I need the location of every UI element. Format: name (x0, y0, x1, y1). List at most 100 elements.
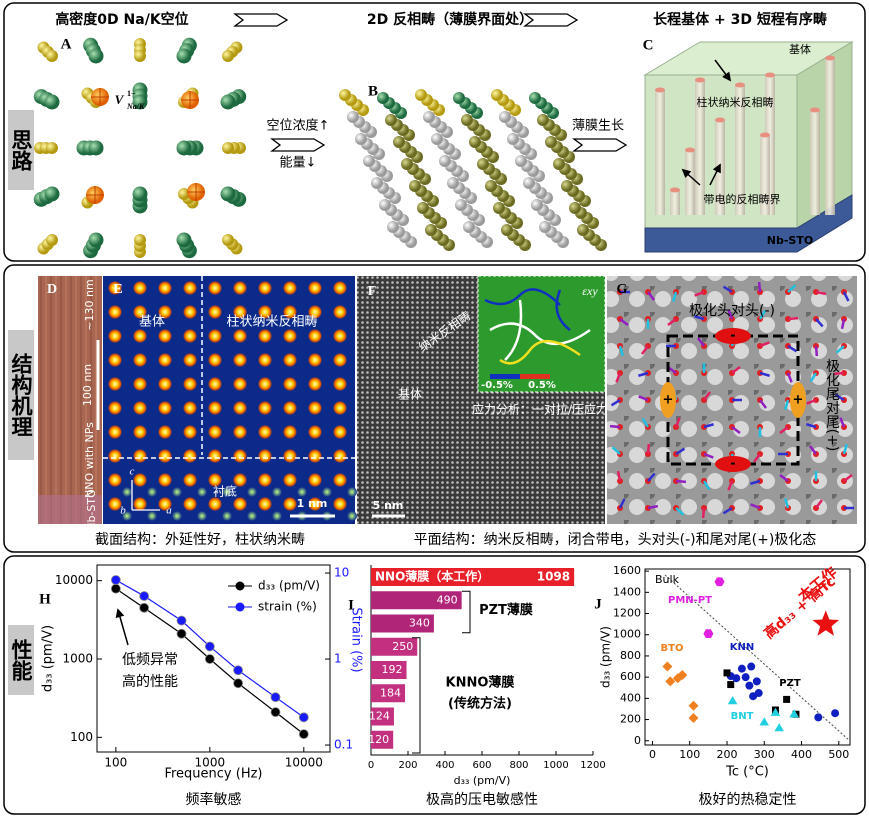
y-tick-label: 10000 (55, 573, 93, 587)
atom-column (108, 329, 122, 343)
caption: 平面结构：纳米反相畴，闭合带电，头对头(-)和尾对尾(+)极化态 (414, 532, 817, 548)
atom-column (158, 449, 172, 463)
polar-vector (806, 423, 817, 429)
panel-label: Nb-STO (767, 234, 813, 247)
atom (379, 199, 391, 211)
panel-label: 100 nm (81, 364, 94, 406)
polar-vector (842, 291, 850, 302)
atom-column (147, 487, 157, 497)
y-tick-label: 1600 (613, 564, 641, 577)
polar-vector (786, 372, 793, 383)
atom-column (233, 473, 247, 487)
image-texture (75, 276, 77, 524)
y-tick-label: 800 (620, 649, 641, 662)
atom (44, 186, 60, 202)
atom-column (208, 449, 222, 463)
atom-column (233, 377, 247, 391)
atom (46, 234, 58, 246)
atom (355, 133, 367, 145)
value-label: 1098 (537, 570, 570, 584)
atom-column (247, 487, 257, 497)
strain-feature (499, 340, 581, 365)
atom-column (147, 511, 157, 521)
x-tick-label: 200 (398, 760, 417, 771)
charge-sign: - (730, 329, 735, 344)
polar-vector (839, 417, 846, 428)
polar-vector (787, 316, 799, 321)
panel-letter: H (39, 591, 51, 607)
atom-column (283, 377, 297, 391)
x-tick-label: 400 (435, 760, 454, 771)
y-tick-label: 1400 (613, 585, 641, 598)
polar-vector (672, 291, 678, 302)
nano-column (695, 80, 705, 215)
data-point (176, 615, 187, 626)
atom-column (233, 353, 247, 367)
panel-label: 1 nm (297, 497, 328, 510)
polar-vector (619, 318, 629, 327)
atom-column (258, 401, 272, 415)
polar-vector (674, 417, 681, 428)
atom-column (333, 497, 347, 511)
vacancy-sup: 1− (127, 89, 136, 98)
data-point (754, 689, 763, 698)
data-point (662, 661, 673, 672)
atom (553, 158, 565, 170)
atom-column (183, 401, 197, 415)
atom-column (347, 487, 357, 497)
charge-spot (790, 382, 806, 418)
polar-vector (611, 446, 621, 455)
image-texture (95, 276, 97, 524)
step-label: 能量↓ (280, 156, 317, 171)
atom-column (258, 449, 272, 463)
data-point (812, 610, 840, 636)
data-point (727, 681, 735, 689)
atom-column (183, 449, 197, 463)
x-tick-label: 500 (828, 748, 849, 761)
polar-vector (784, 498, 790, 509)
atom (463, 221, 475, 233)
column-top (655, 87, 665, 93)
atom (561, 180, 573, 192)
x-axis-title: Frequency (Hz) (164, 767, 262, 782)
polar-vector (701, 507, 706, 519)
data-point (298, 712, 309, 723)
caption: 极好的热稳定性 (699, 792, 797, 808)
panel-label: 基体 (789, 42, 811, 56)
atom (531, 199, 543, 211)
pointer-arrow (714, 59, 732, 82)
atom-column (108, 353, 122, 367)
polar-vector (806, 398, 817, 405)
atom (447, 177, 459, 189)
polar-vector (675, 507, 685, 516)
x-tick-label: 800 (509, 760, 528, 771)
group-label: PZT薄膜 (479, 602, 533, 618)
atom-column (158, 305, 172, 319)
atom-column (122, 511, 132, 521)
y2-tick-label: 0.1 (334, 738, 353, 752)
polar-vector (646, 443, 651, 455)
atom (425, 224, 437, 236)
atom-column (322, 487, 332, 497)
atom-column (258, 425, 272, 439)
nano-column (670, 190, 680, 215)
data-point (814, 713, 823, 722)
data-point (770, 707, 781, 716)
nano-column (685, 150, 695, 215)
polar-vector (843, 473, 853, 482)
atom-column (158, 329, 172, 343)
panel-letter: C (643, 37, 654, 53)
polar-vector (833, 371, 845, 376)
atom (176, 232, 192, 248)
polar-vector (638, 395, 649, 402)
atom (439, 155, 451, 167)
axis-letter: b (120, 505, 126, 517)
charge-sign: - (730, 457, 735, 472)
image-texture (85, 276, 87, 524)
caption: 频率敏感 (186, 791, 242, 808)
polar-vector (722, 506, 733, 515)
atom (222, 234, 234, 246)
atom-column (108, 305, 122, 319)
atom-column (308, 497, 322, 511)
strain-feature (504, 299, 523, 361)
